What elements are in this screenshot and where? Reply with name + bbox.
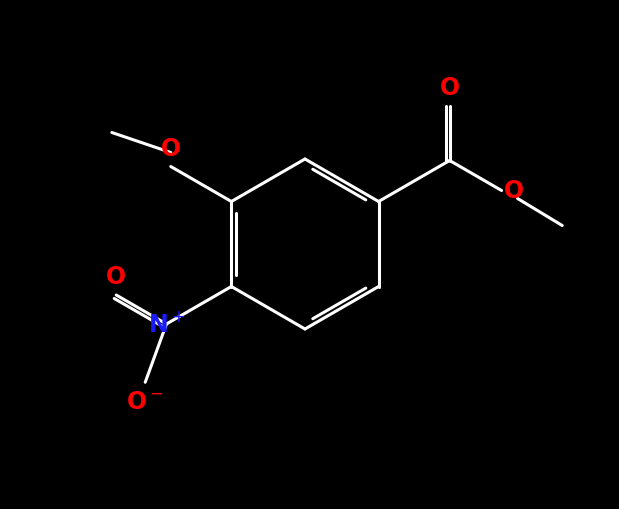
Text: O$^-$: O$^-$ — [126, 390, 164, 414]
Text: O: O — [106, 265, 126, 289]
Text: N$^+$: N$^+$ — [148, 312, 185, 336]
Text: O: O — [161, 136, 181, 160]
Text: O: O — [504, 179, 524, 203]
Text: O: O — [439, 75, 460, 99]
